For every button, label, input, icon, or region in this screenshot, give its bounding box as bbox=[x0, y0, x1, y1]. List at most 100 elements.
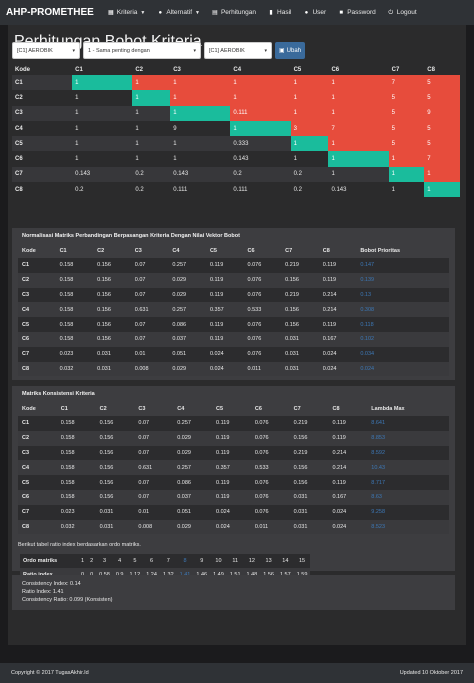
matrix-cell: 0.357 bbox=[205, 302, 244, 318]
table-row: C5 0.158 0.156 0.07 0.086 0.119 0.076 0.156 0.11… bbox=[18, 317, 449, 332]
row-result: 10.43 bbox=[367, 460, 449, 476]
matrix-cell: 0.219 bbox=[281, 287, 319, 303]
row-kode: C7 bbox=[12, 166, 73, 183]
pairwise-col-header: C6 bbox=[328, 64, 389, 75]
matrix-cell: 0.07 bbox=[130, 272, 169, 288]
matrix-cell: 0.158 bbox=[56, 445, 96, 461]
matrix-cell: 1 bbox=[388, 151, 425, 167]
matrix-cell: 0.158 bbox=[55, 317, 94, 332]
matrix-cell: 0.158 bbox=[55, 331, 94, 347]
ordo-cell: 9 bbox=[193, 554, 211, 569]
criteria-select-1[interactable]: [C1] AEROBIK ▾ bbox=[12, 42, 80, 59]
matrix-cell: 0.07 bbox=[134, 445, 174, 461]
matrix-cell: 0.2 bbox=[132, 182, 171, 198]
nav-kriteria-label: Kriteria bbox=[116, 9, 138, 16]
table-row: C1 0.158 0.156 0.07 0.257 0.119 0.076 0.219 0.11… bbox=[18, 258, 449, 273]
matrix-cell: 0.037 bbox=[168, 331, 206, 347]
nav-user-label: User bbox=[312, 9, 327, 16]
matrix-cell: 0.029 bbox=[173, 445, 213, 461]
matrix-cell: 0.214 bbox=[328, 460, 368, 476]
matrix-cell: 1 bbox=[328, 166, 389, 183]
nav-alternatif-label: Alternatif bbox=[166, 9, 192, 16]
row-result: 8.523 bbox=[367, 519, 449, 535]
table-row: C5 0.158 0.156 0.07 0.086 0.119 0.076 0.156 0.11… bbox=[18, 475, 449, 490]
ubah-button-label: Ubah bbox=[286, 47, 301, 54]
matrix-cell: 0.011 bbox=[243, 361, 282, 377]
matrix-cell: 0.214 bbox=[318, 287, 357, 303]
matrix-cell: 0.024 bbox=[205, 346, 244, 362]
table-row: C4 1 1 9 1 3 7 5 5 bbox=[12, 120, 460, 137]
table-row: C2 0.158 0.156 0.07 0.029 0.119 0.076 0.156 0.11… bbox=[18, 272, 449, 288]
row-result: 0.139 bbox=[356, 272, 449, 288]
importance-select-value: 1 - Sama penting dengan bbox=[88, 47, 150, 54]
konsistensi-col-header: C2 bbox=[99, 405, 107, 412]
normalisasi-col-header: C7 bbox=[285, 247, 293, 254]
row-kode: C2 bbox=[18, 430, 57, 446]
ordo-cell: 14 bbox=[276, 554, 294, 569]
matrix-cell: 0.156 bbox=[281, 317, 319, 332]
nav-logout[interactable]: ⏻ Logout bbox=[388, 9, 416, 16]
nav-hasil[interactable]: ▮ Hasil bbox=[268, 9, 291, 16]
matrix-cell: 7 bbox=[424, 151, 460, 167]
matrix-cell: 1 bbox=[132, 136, 171, 152]
pairwise-col-header: C4 bbox=[230, 64, 291, 75]
matrix-cell: 0.031 bbox=[289, 489, 329, 505]
matrix-cell: 0.158 bbox=[56, 430, 96, 446]
brand[interactable]: AHP-PROMETHEE bbox=[6, 7, 94, 18]
nav-perhitungan[interactable]: ▤ Perhitungan bbox=[212, 9, 256, 16]
criteria-select-2[interactable]: [C1] AEROBIK ▾ bbox=[204, 42, 272, 59]
chevron-down-icon: ▾ bbox=[193, 47, 196, 54]
matrix-cell: 0.024 bbox=[328, 504, 368, 520]
row-kode: C8 bbox=[18, 519, 57, 535]
pairwise-col-header: C7 bbox=[388, 64, 425, 75]
matrix-cell: 0.156 bbox=[289, 430, 329, 446]
konsistensi-col-header: Lambda Max bbox=[371, 405, 405, 412]
nav-kriteria[interactable]: ▦ Kriteria ▼ bbox=[108, 9, 145, 16]
nav-alternatif[interactable]: ● Alternatif ▼ bbox=[157, 9, 200, 16]
matrix-cell: 0.01 bbox=[130, 346, 169, 362]
matrix-cell: 0.024 bbox=[205, 361, 244, 377]
matrix-cell: 1 bbox=[328, 90, 389, 106]
matrix-cell: 0.111 bbox=[170, 182, 231, 198]
matrix-cell: 0.143 bbox=[230, 151, 291, 167]
nav-password[interactable]: ■ Password bbox=[338, 9, 375, 16]
matrix-cell: 1 bbox=[132, 120, 171, 137]
row-result: 8.63 bbox=[367, 489, 449, 505]
ubah-button[interactable]: ▣ Ubah bbox=[275, 42, 305, 59]
matrix-cell: 0.158 bbox=[55, 272, 94, 288]
matrix-cell: 0.008 bbox=[134, 519, 174, 535]
normalisasi-title: Normalisasi Matriks Perbandingan Berpasa… bbox=[22, 233, 240, 239]
matrix-cell: 0.024 bbox=[212, 519, 251, 535]
matrix-cell: 1 bbox=[170, 105, 231, 121]
user-icon: ● bbox=[304, 9, 309, 16]
table-row: C6 0.158 0.156 0.07 0.037 0.119 0.076 0.031 0.16… bbox=[18, 489, 449, 505]
konsistensi-col-header: C5 bbox=[216, 405, 224, 412]
matrix-cell: 0.219 bbox=[289, 416, 329, 431]
caret-down-icon: ▼ bbox=[195, 9, 200, 16]
row-kode: C4 bbox=[18, 460, 57, 476]
row-kode: C5 bbox=[18, 317, 56, 332]
importance-select[interactable]: 1 - Sama penting dengan ▾ bbox=[83, 42, 201, 59]
matrix-cell: 1 bbox=[230, 120, 291, 137]
table-row: C4 0.158 0.156 0.631 0.257 0.357 0.533 0.156 0.2… bbox=[18, 302, 449, 318]
matrix-cell: 0.011 bbox=[250, 519, 290, 535]
matrix-cell: 0.119 bbox=[212, 416, 251, 431]
matrix-cell: 0.119 bbox=[205, 331, 244, 347]
matrix-cell: 0.158 bbox=[56, 460, 96, 476]
matrix-cell: 0.631 bbox=[130, 302, 169, 318]
matrix-cell: 0.086 bbox=[168, 317, 206, 332]
ratio-index: Ratio Index: 1.41 bbox=[22, 589, 64, 595]
pairwise-header-row: Kode C1 C2 C3 C4 C5 C6 C7 C8 bbox=[12, 64, 460, 75]
matrix-cell: 0.156 bbox=[93, 302, 131, 318]
matrix-cell: 0.029 bbox=[168, 361, 206, 377]
nav-hasil-label: Hasil bbox=[277, 9, 292, 16]
matrix-cell: 0.119 bbox=[212, 489, 251, 505]
criteria-select-1-value: [C1] AEROBIK bbox=[17, 47, 53, 54]
matrix-cell: 0.07 bbox=[134, 475, 174, 490]
matrix-cell: 1 bbox=[72, 136, 133, 152]
nav-user[interactable]: ● User bbox=[303, 9, 327, 16]
nav-perhitungan-label: Perhitungan bbox=[220, 9, 257, 16]
table-row: C3 0.158 0.156 0.07 0.029 0.119 0.076 0.219 0.21… bbox=[18, 287, 449, 303]
konsistensi-table: Kode C1 C2 C3 C4 C5 C6 C7 C8 Lambda Max C1 0.158 0.… bbox=[18, 401, 449, 535]
table-row: C7 0.143 0.2 0.143 0.2 0.2 1 1 1 bbox=[12, 166, 460, 183]
